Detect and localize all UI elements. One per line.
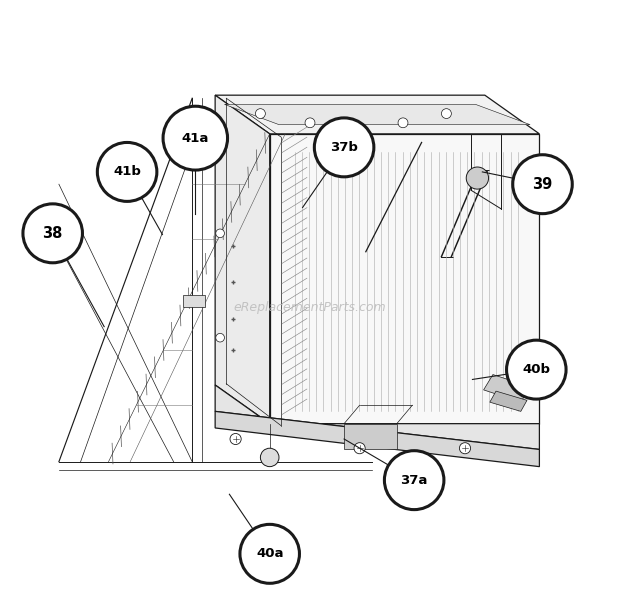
Circle shape bbox=[507, 340, 566, 399]
Circle shape bbox=[260, 448, 279, 467]
Text: eReplacementParts.com: eReplacementParts.com bbox=[234, 300, 386, 314]
Circle shape bbox=[97, 142, 157, 201]
Polygon shape bbox=[484, 375, 530, 402]
Circle shape bbox=[513, 155, 572, 214]
Text: 40b: 40b bbox=[522, 363, 551, 376]
Text: 41b: 41b bbox=[113, 165, 141, 179]
Circle shape bbox=[230, 433, 241, 445]
Polygon shape bbox=[270, 134, 539, 424]
Circle shape bbox=[398, 118, 408, 128]
Circle shape bbox=[255, 109, 265, 119]
Polygon shape bbox=[344, 424, 397, 449]
Polygon shape bbox=[490, 391, 527, 411]
Text: 37a: 37a bbox=[401, 473, 428, 487]
Text: 37b: 37b bbox=[330, 141, 358, 154]
Circle shape bbox=[354, 443, 365, 454]
Text: 41a: 41a bbox=[182, 131, 209, 145]
Circle shape bbox=[441, 109, 451, 119]
Circle shape bbox=[23, 204, 82, 263]
Circle shape bbox=[305, 118, 315, 128]
Circle shape bbox=[314, 118, 374, 177]
Polygon shape bbox=[183, 295, 205, 307]
Polygon shape bbox=[215, 411, 539, 467]
Polygon shape bbox=[215, 95, 539, 134]
Circle shape bbox=[384, 451, 444, 510]
Circle shape bbox=[466, 167, 489, 189]
Text: 40a: 40a bbox=[256, 547, 283, 561]
Polygon shape bbox=[215, 385, 539, 449]
Text: 38: 38 bbox=[43, 226, 63, 241]
Circle shape bbox=[216, 333, 224, 342]
Circle shape bbox=[163, 106, 228, 170]
Text: 39: 39 bbox=[533, 177, 552, 192]
Circle shape bbox=[216, 125, 224, 133]
Circle shape bbox=[216, 229, 224, 238]
Circle shape bbox=[240, 524, 299, 583]
Circle shape bbox=[459, 443, 471, 454]
Polygon shape bbox=[215, 95, 270, 424]
Polygon shape bbox=[224, 104, 530, 125]
